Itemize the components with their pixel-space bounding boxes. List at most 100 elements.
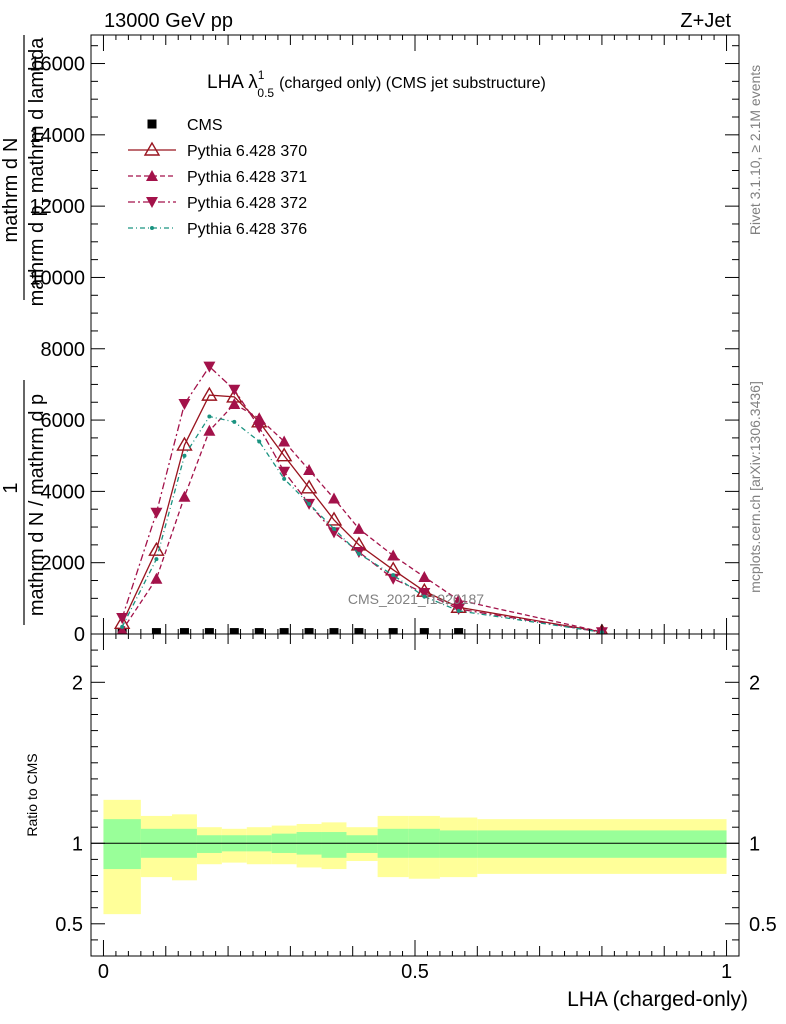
cms-data-point <box>179 628 189 634</box>
ratio-inner-band-bin <box>103 819 141 870</box>
p371-point <box>303 463 316 475</box>
legend-label: Pythia 6.428 371 <box>187 169 307 186</box>
p376-point <box>232 419 237 424</box>
p371-point <box>352 522 365 534</box>
p371-point <box>146 170 158 181</box>
analysis-watermark: CMS_2021_I1920187 <box>348 591 484 607</box>
p376-point <box>391 573 396 578</box>
p371-point <box>203 424 216 436</box>
ratio-y-label: Ratio to CMS <box>24 753 40 836</box>
series-4 <box>120 414 604 634</box>
rivet-label: Rivet 3.1.10, ≥ 2.1M events <box>747 65 763 235</box>
legend-label: Pythia 6.428 372 <box>187 195 307 212</box>
ratio-y-tick-label-right: 1 <box>749 833 760 855</box>
ratio-x-tick-label: 0.5 <box>401 961 429 983</box>
p376-point <box>282 476 287 481</box>
process-label: Z+Jet <box>680 10 731 32</box>
cms-data-point <box>229 628 239 634</box>
p370-point <box>300 479 318 494</box>
p372-point <box>418 587 431 599</box>
p370-point <box>201 386 218 401</box>
p371-point <box>228 398 241 410</box>
p371-point <box>418 570 431 582</box>
p376-point <box>356 551 361 556</box>
legend-label: CMS <box>187 117 223 134</box>
main-y-tick-label: 10000 <box>29 267 85 289</box>
ratio-inner-band-bin <box>477 830 727 858</box>
cms-data-point <box>279 628 289 634</box>
p372-point <box>278 466 291 478</box>
p372-point <box>146 197 158 208</box>
p376-point <box>154 557 159 562</box>
main-y-tick-label: 12000 <box>29 196 85 218</box>
p372-point <box>228 384 241 396</box>
cms-data-point <box>454 628 464 634</box>
p371-point <box>178 490 191 502</box>
p376-point <box>456 608 461 613</box>
ratio-y-tick-label-right: 2 <box>749 672 760 694</box>
p370-point <box>325 511 343 526</box>
ratio-inner-band-bin <box>346 835 378 853</box>
series-line <box>121 365 603 633</box>
p371-point <box>328 492 340 504</box>
main-y-tick-label: 14000 <box>29 125 85 147</box>
y-label-num-2: mathrm dN <box>0 138 22 243</box>
series-line <box>121 394 603 633</box>
p370-point <box>176 436 193 451</box>
cms-data-point <box>304 628 314 634</box>
main-y-tick-label: 2000 <box>41 553 86 575</box>
p376-point <box>120 624 125 629</box>
ratio-inner-band-bin <box>196 835 222 853</box>
legend-entry: Pythia 6.428 372 <box>128 195 307 212</box>
ratio-bands <box>103 799 727 915</box>
cms-data-point <box>419 628 429 634</box>
y-label-den-2: mathrm d pTmathrm d lambda <box>26 37 54 307</box>
series-line <box>121 403 603 633</box>
mcplots-label: mcplots.cern.ch [arXiv:1306.3436] <box>747 381 763 593</box>
x-axis-label: LHA (charged-only) <box>567 988 748 1011</box>
ratio-inner-band-bin <box>439 830 478 858</box>
p370-point <box>143 141 161 156</box>
p371-point <box>452 594 465 606</box>
cms-data-point <box>204 628 214 634</box>
energy-label: 13000 GeV pp <box>104 10 233 32</box>
y-label-den-1: mathrm d N / mathrm d p <box>26 394 48 616</box>
cms-data-point <box>329 628 339 634</box>
main-y-label: 1 mathrm d N / mathrm d p mathrm dN math… <box>0 35 54 625</box>
cms-data-point <box>354 628 364 634</box>
ratio-y-tick-label: 0.5 <box>55 914 83 936</box>
p372-point <box>328 527 340 539</box>
p371-point <box>278 435 291 447</box>
p376-point <box>257 439 262 444</box>
p372-point <box>116 612 129 624</box>
p372-point <box>203 361 216 373</box>
p376-point <box>150 226 154 230</box>
ratio-y-tick-label: 1 <box>72 833 83 855</box>
legend: CMS Pythia 6.428 370 Pythia 6.428 371 Pythi… <box>128 117 307 238</box>
p371-point <box>116 624 128 634</box>
series-line <box>121 415 603 633</box>
ratio-inner-band-bin <box>321 832 347 858</box>
cms-data-point <box>254 628 264 634</box>
p376-point <box>422 594 427 599</box>
p376-point <box>182 453 187 458</box>
p372-point <box>150 507 163 519</box>
ratio-x-tick-label: 0 <box>98 961 109 983</box>
legend-label: Pythia 6.428 376 <box>187 221 307 238</box>
legend-entry: Pythia 6.428 370 <box>128 141 307 160</box>
ratio-x-tick-label: 1 <box>721 961 732 983</box>
legend-entry: Pythia 6.428 376 <box>128 221 307 238</box>
ratio-frame <box>90 633 740 957</box>
cms-data-point <box>388 628 398 634</box>
p370-point <box>275 447 293 462</box>
series-2 <box>116 398 607 634</box>
main-y-tick-label: 0 <box>74 624 85 646</box>
legend-label: Pythia 6.428 370 <box>187 143 307 160</box>
ratio-y-tick-label: 2 <box>72 672 83 694</box>
p376-point <box>207 414 212 419</box>
y-label-num-1: 1 <box>0 482 22 493</box>
axes: 0 2000 4000 6000 8000 10000 12000 14000 16000 0 0.… <box>29 35 777 983</box>
series-layer <box>113 361 609 634</box>
p372-point <box>178 399 191 411</box>
